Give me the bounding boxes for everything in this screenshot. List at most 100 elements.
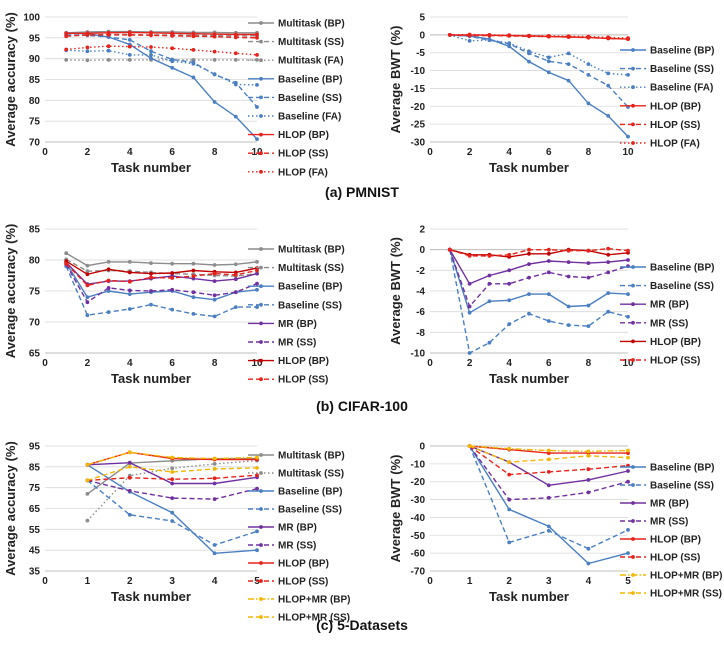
x-tick-label: 6 [169,147,175,158]
series-line [65,263,258,304]
y-tick-label: 5 [419,13,425,24]
legend-label: HLOP (SS) [278,375,328,386]
data-point [546,34,551,38]
data-point [255,105,259,109]
legend-label: Multitask (BP) [278,19,345,30]
legend-label: MR (BP) [650,499,689,510]
data-point [586,324,591,328]
data-point [127,279,132,284]
legend-label: Baseline (BP) [278,282,342,293]
legend-label: Multitask (SS) [278,263,344,274]
data-point [127,292,132,296]
legend-label: Baseline (BP) [278,74,342,85]
data-point [255,529,259,534]
data-point [212,467,217,471]
legend-label: Baseline (SS) [278,300,342,311]
series-line [449,33,629,39]
y-tick-label: -10 [411,66,426,77]
data-point [106,278,111,283]
data-point [626,448,630,453]
data-point [507,507,512,512]
legend-marker [259,39,263,44]
data-point [191,261,196,266]
legend-marker [631,339,635,344]
data-point [527,311,531,316]
series-line [65,260,258,276]
data-point [212,34,217,39]
x-tick-label: 6 [546,358,552,369]
data-point [64,58,69,62]
data-point [546,495,551,500]
legend-marker [259,95,263,100]
data-point [191,61,196,66]
data-point [527,33,531,38]
y-tick-label: -70 [411,567,426,578]
data-point [127,307,132,311]
data-point [170,46,175,51]
data-point [64,261,69,266]
data-point [626,314,630,319]
data-point [127,44,132,49]
data-point [233,305,238,309]
data-point [255,473,259,478]
data-point [507,41,512,45]
data-point [212,476,217,481]
data-point [255,137,259,142]
series-line [449,247,629,257]
data-point [212,58,217,62]
data-point [606,291,611,295]
data-point [467,254,472,258]
data-point [527,262,531,266]
y-tick-label: -20 [411,477,426,488]
y-tick-label: 75 [29,117,41,128]
data-point [606,246,611,251]
data-point [85,272,90,277]
data-point [467,351,472,355]
data-point [170,455,175,460]
x-tick-label: 2 [506,576,512,587]
x-tick-label: 0 [427,358,433,369]
x-tick-label: 2 [127,576,133,587]
data-point [546,259,551,263]
data-point [586,303,591,308]
x-tick-label: 10 [622,147,634,158]
legend-marker [259,76,263,81]
legend-label: HLOP (SS) [650,553,700,564]
legend-label: Multitask (BP) [278,245,345,256]
legend-marker [259,453,263,457]
legend-label: HLOP (BP) [278,559,329,570]
legend-marker [631,85,635,90]
x-tick-label: 8 [586,147,592,158]
y-tick-label: 75 [29,287,41,298]
series-line [65,265,257,318]
data-point [85,492,90,496]
y-tick-label: -60 [411,549,426,560]
data-point [85,300,90,305]
data-point [546,483,551,488]
data-point [586,453,591,458]
data-point [149,302,153,307]
data-point [586,546,591,551]
data-point [626,73,630,77]
legend-label: MR (SS) [278,338,316,349]
legend-marker [259,340,263,344]
legend-label: HLOP (SS) [278,577,328,588]
y-axis-label: Average accuracy (%) [3,12,18,147]
data-point [233,32,238,37]
legend-marker [259,471,263,475]
data-point [149,53,153,57]
data-point [170,261,175,266]
data-point [106,260,111,264]
data-point [507,252,512,257]
data-point [127,270,132,275]
data-point [212,279,217,283]
data-point [626,469,630,473]
data-point [64,34,69,39]
x-tick-label: 3 [169,576,175,587]
data-point [626,292,630,296]
x-tick-label: 4 [506,358,512,369]
data-point [170,276,175,280]
legend-label: HLOP+MR (BP) [650,571,723,582]
legend-marker [259,377,263,382]
x-tick-label: 8 [212,147,218,158]
